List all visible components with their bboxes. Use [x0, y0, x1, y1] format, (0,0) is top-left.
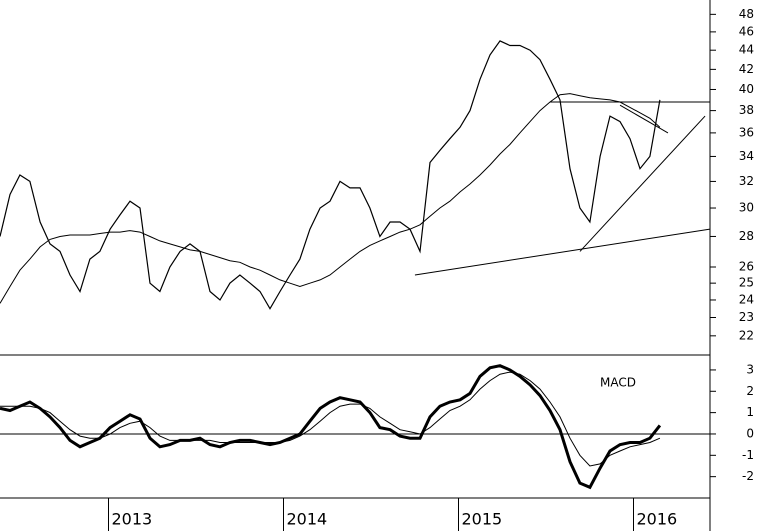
y-tick-label: 40	[739, 82, 754, 96]
y-tick-label: 44	[739, 43, 754, 57]
macd-label: MACD	[600, 376, 636, 390]
y-tick-label: 25	[739, 276, 754, 290]
x-tick-label: 2016	[637, 510, 678, 529]
y-tick-label: 34	[739, 149, 754, 163]
trendline	[619, 104, 669, 134]
series-line	[0, 364, 662, 490]
y-tick-label: 32	[739, 174, 754, 188]
x-tick-label: 2015	[462, 510, 503, 529]
y-tick-label: 23	[739, 310, 754, 324]
y-tick-label: 48	[739, 7, 754, 21]
y-tick-label: 46	[739, 24, 754, 38]
y-tick-label: 36	[739, 125, 754, 139]
trendline	[414, 228, 711, 276]
y-tick-label: -2	[742, 469, 754, 483]
series-line	[0, 93, 661, 304]
series-line	[0, 371, 661, 467]
series-line	[0, 40, 661, 310]
y-tick-label: 26	[739, 259, 754, 273]
y-tick-label: 0	[746, 426, 754, 440]
y-tick-label: 3	[746, 362, 754, 376]
x-tick-label: 2014	[287, 510, 328, 529]
y-tick-label: 2	[746, 384, 754, 398]
x-tick-label: 2013	[112, 510, 153, 529]
y-tick-label: 24	[739, 292, 754, 306]
y-tick-label: 1	[746, 405, 754, 419]
trendline	[579, 115, 706, 252]
y-tick-label: -1	[742, 448, 754, 462]
y-tick-label: 30	[739, 201, 754, 215]
y-tick-label: 42	[739, 62, 754, 76]
y-tick-label: 28	[739, 229, 754, 243]
y-tick-label: 38	[739, 103, 754, 117]
y-tick-label: 22	[739, 328, 754, 342]
